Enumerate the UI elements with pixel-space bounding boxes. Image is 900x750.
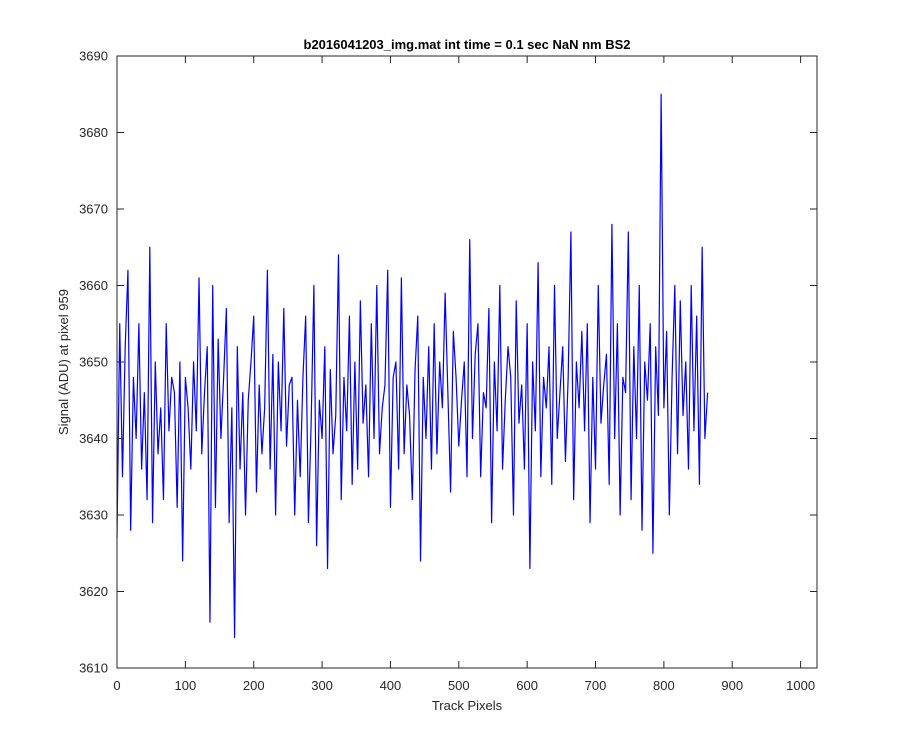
x-axis-label: Track Pixels: [432, 698, 503, 713]
x-tick-label: 1000: [786, 678, 815, 693]
x-axis: 0 100 200 300 400 500 600 700 800 900 1000: [113, 56, 815, 693]
x-tick-label: 200: [243, 678, 265, 693]
x-tick-label: 700: [585, 678, 607, 693]
x-tick-label: 300: [311, 678, 333, 693]
y-axis: 3610 3620 3630 3640 3650 3660 3670 3680 3690: [79, 49, 817, 676]
x-tick-label: 600: [516, 678, 538, 693]
y-axis-label: Signal (ADU) at pixel 959: [56, 289, 71, 435]
series-layer: [116, 93, 709, 639]
x-tick-label: 900: [721, 678, 743, 693]
y-tick-label: 3670: [79, 202, 108, 217]
y-tick-label: 3690: [79, 49, 108, 64]
y-tick-label: 3640: [79, 431, 108, 446]
y-tick-label: 3630: [79, 508, 108, 523]
y-tick-label: 3610: [79, 661, 108, 676]
y-tick-label: 3660: [79, 278, 108, 293]
plot-area: [117, 56, 817, 668]
y-tick-label: 3680: [79, 125, 108, 140]
x-tick-label: 0: [113, 678, 120, 693]
x-tick-label: 800: [653, 678, 675, 693]
x-tick-label: 100: [175, 678, 197, 693]
chart-title: b2016041203_img.mat int time = 0.1 sec N…: [304, 37, 631, 52]
y-tick-label: 3620: [79, 584, 108, 599]
x-tick-label: 400: [380, 678, 402, 693]
series-line: [116, 93, 709, 639]
y-tick-label: 3650: [79, 355, 108, 370]
x-tick-label: 500: [448, 678, 470, 693]
